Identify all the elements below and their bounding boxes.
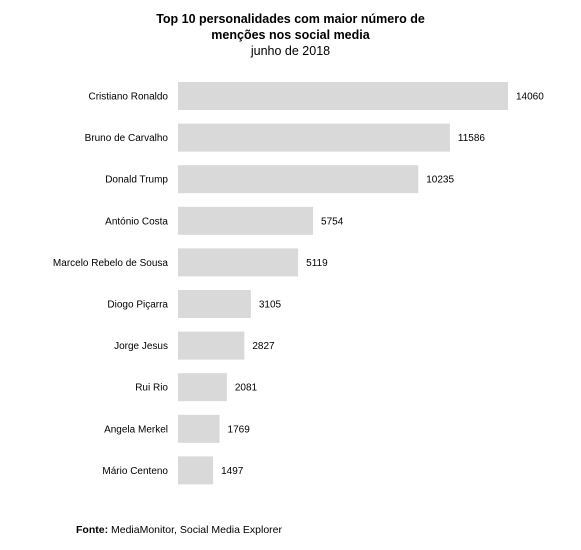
value-label-0: 14060: [516, 92, 544, 103]
category-label-2: Donald Trump: [105, 175, 168, 186]
chart-subtitle: junho de 2018: [250, 44, 331, 58]
value-label-6: 2827: [252, 341, 275, 352]
value-label-2: 10235: [426, 175, 454, 186]
bar-7: [178, 373, 227, 402]
value-label-4: 5119: [306, 258, 328, 269]
chart-title: Top 10 personalidades com maior número d…: [156, 12, 425, 42]
bar-0: [178, 82, 508, 110]
bar-2: [178, 165, 419, 194]
value-label-5: 3105: [259, 300, 282, 311]
bar-8: [178, 414, 220, 443]
category-label-7: Rui Rio: [135, 383, 168, 394]
value-label-1: 11586: [458, 133, 486, 144]
value-label-3: 5754: [321, 216, 344, 227]
category-label-1: Bruno de Carvalho: [85, 133, 169, 144]
bar-3: [178, 206, 314, 235]
source-note: Fonte: MediaMonitor, Social Media Explor…: [76, 524, 282, 536]
value-label-9: 1497: [221, 466, 244, 477]
bar-5: [178, 290, 251, 318]
value-label-8: 1769: [228, 424, 251, 435]
category-label-8: Angela Merkel: [104, 424, 168, 435]
category-label-3: António Costa: [105, 216, 168, 227]
source-label: Fonte:: [76, 524, 109, 536]
category-label-0: Cristiano Ronaldo: [89, 92, 169, 103]
value-label-7: 2081: [235, 383, 258, 394]
category-label-4: Marcelo Rebelo de Sousa: [53, 258, 169, 269]
bar-1: [178, 123, 450, 152]
chart-title-block: Top 10 personalidades com maior número d…: [0, 11, 581, 59]
bar-9: [178, 456, 214, 485]
category-label-5: Diogo Piçarra: [107, 300, 168, 311]
source-text: MediaMonitor, Social Media Explorer: [108, 524, 282, 536]
bar-6: [178, 331, 245, 360]
bar-4: [178, 248, 299, 277]
category-label-9: Mário Centeno: [102, 466, 168, 477]
category-label-6: Jorge Jesus: [114, 341, 168, 352]
bar-chart: Cristiano Ronaldo 14060 Bruno de Carvalho 1…: [53, 82, 544, 485]
